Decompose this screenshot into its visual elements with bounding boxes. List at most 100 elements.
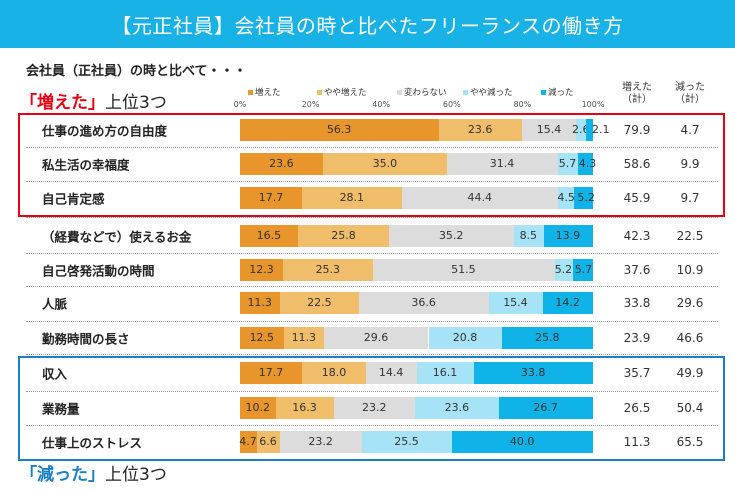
bar-segment (557, 153, 578, 175)
total-increase: 35.7 (623, 366, 651, 380)
total-increase: 45.9 (623, 191, 651, 205)
bar-segment-label: 25.3 (315, 263, 341, 276)
bar-segment-label: 23.6 (467, 123, 493, 136)
bar-segment-label: 23.6 (269, 157, 294, 170)
row-separator (26, 425, 718, 426)
bar-segment (298, 225, 390, 247)
bar-segment-label: 20.8 (452, 331, 478, 344)
bar-segment-label: 16.3 (292, 401, 317, 414)
top-decrease-label: 「減った」上位3つ (20, 460, 167, 485)
bar-segment-label: 15.4 (536, 123, 562, 136)
total-decrease: 9.7 (680, 191, 700, 205)
top-increase-quote: 「増えた」 (20, 93, 105, 113)
bar-segment-label: 35.0 (372, 157, 398, 170)
category-label: 勤務時間の長さ (42, 331, 130, 347)
total-increase: 33.8 (623, 296, 651, 310)
top-increase-highlight-box (18, 113, 725, 217)
top-decrease-quote: 「減った」 (20, 465, 105, 485)
bar-segment-label: 51.5 (451, 263, 476, 276)
bar-segment-label: 5.2 (554, 263, 573, 276)
bar-segment (542, 292, 593, 314)
bar-segment-label: 25.8 (534, 331, 560, 344)
total-decrease: 22.5 (676, 229, 704, 243)
bar-segment (302, 362, 366, 384)
bar-segment (279, 292, 360, 314)
bar-segment (416, 362, 474, 384)
legend-swatch (248, 90, 253, 95)
bar-segment (451, 431, 593, 453)
bar-segment (501, 327, 593, 349)
bar-segment (558, 187, 575, 209)
total-decrease: 46.6 (676, 331, 704, 345)
row-separator (26, 321, 718, 322)
legend-item: 増えた (248, 86, 281, 98)
row-separator (26, 181, 718, 182)
legend-swatch (541, 90, 546, 95)
bar-segment (240, 225, 299, 247)
category-label: 自己啓発活動の時間 (42, 263, 155, 279)
bar-segment-label: 12.3 (249, 263, 274, 276)
legend-swatch (463, 90, 468, 95)
bar-segment-label: 14.4 (378, 366, 404, 379)
category-label: 人脈 (42, 296, 68, 312)
bar-segment-label: 13.9 (555, 229, 581, 242)
row-separator (26, 391, 718, 392)
legend-item: 変わらない (397, 86, 447, 98)
bar-segment-label: 25.5 (394, 435, 419, 448)
bar-segment-label: 29.6 (363, 331, 389, 344)
bar-segment (513, 225, 544, 247)
bar-segment-label: 4.7 (239, 435, 257, 448)
bar-segment (240, 187, 303, 209)
bar-segment-label: 6.6 (259, 435, 277, 448)
bar-segment-label: 16.1 (432, 366, 458, 379)
bar-segment (543, 225, 593, 247)
header-decrease-total: 減った（計） (675, 82, 705, 105)
bar-segment (284, 327, 324, 349)
row-separator (26, 354, 718, 355)
category-label: 仕事上のストレス (42, 435, 143, 451)
x-tick-label: 40% (372, 100, 391, 109)
bar-segment-label: 35.2 (438, 229, 464, 242)
bar-segment (366, 362, 417, 384)
bar-segment (333, 397, 416, 419)
bar-segment (574, 187, 593, 209)
bar-segment (428, 327, 502, 349)
bar-segment-label: 26.7 (533, 401, 558, 414)
category-label: 私生活の幸福度 (42, 157, 130, 173)
total-increase: 11.3 (623, 435, 651, 449)
legend-swatch (397, 90, 402, 95)
bar-segment (240, 397, 276, 419)
legend-label: 増えた (255, 88, 281, 98)
x-tick-label: 60% (442, 100, 461, 109)
bar-segment-label: 5.7 (574, 263, 593, 276)
bar-segment (438, 119, 523, 141)
bar-segment-label: 15.4 (503, 296, 528, 309)
bar-segment (576, 119, 586, 141)
bar-segment (256, 431, 280, 453)
bar-segment (585, 119, 593, 141)
bar-segment (283, 259, 373, 281)
legend-label: 変わらない (404, 88, 447, 98)
bar-segment-label: 22.5 (307, 296, 332, 309)
bar-segment (473, 362, 593, 384)
bar-segment-label: 5.7 (558, 157, 577, 170)
bar-segment-label: 40.0 (509, 435, 535, 448)
bar-segment-label: 31.4 (489, 157, 515, 170)
bar-segment (240, 119, 439, 141)
bar-segment-label: 23.2 (361, 401, 387, 414)
legend-swatch (317, 90, 322, 95)
bar-segment-label: 25.8 (331, 229, 356, 242)
bar-segment (577, 153, 593, 175)
total-increase: 58.6 (623, 157, 651, 171)
bar-segment (240, 259, 284, 281)
bar-segment (554, 259, 573, 281)
bar-segment (401, 187, 559, 209)
x-tick-label: 80% (513, 100, 532, 109)
bar-segment-label: 11.3 (247, 296, 272, 309)
category-label: 収入 (42, 366, 68, 382)
category-label: 業務量 (42, 401, 80, 417)
total-decrease: 4.7 (680, 123, 700, 137)
header-increase-total: 増えた（計） (622, 82, 652, 105)
bar-segment-label: 23.6 (444, 401, 470, 414)
category-label: 仕事の進め方の自由度 (42, 123, 168, 139)
